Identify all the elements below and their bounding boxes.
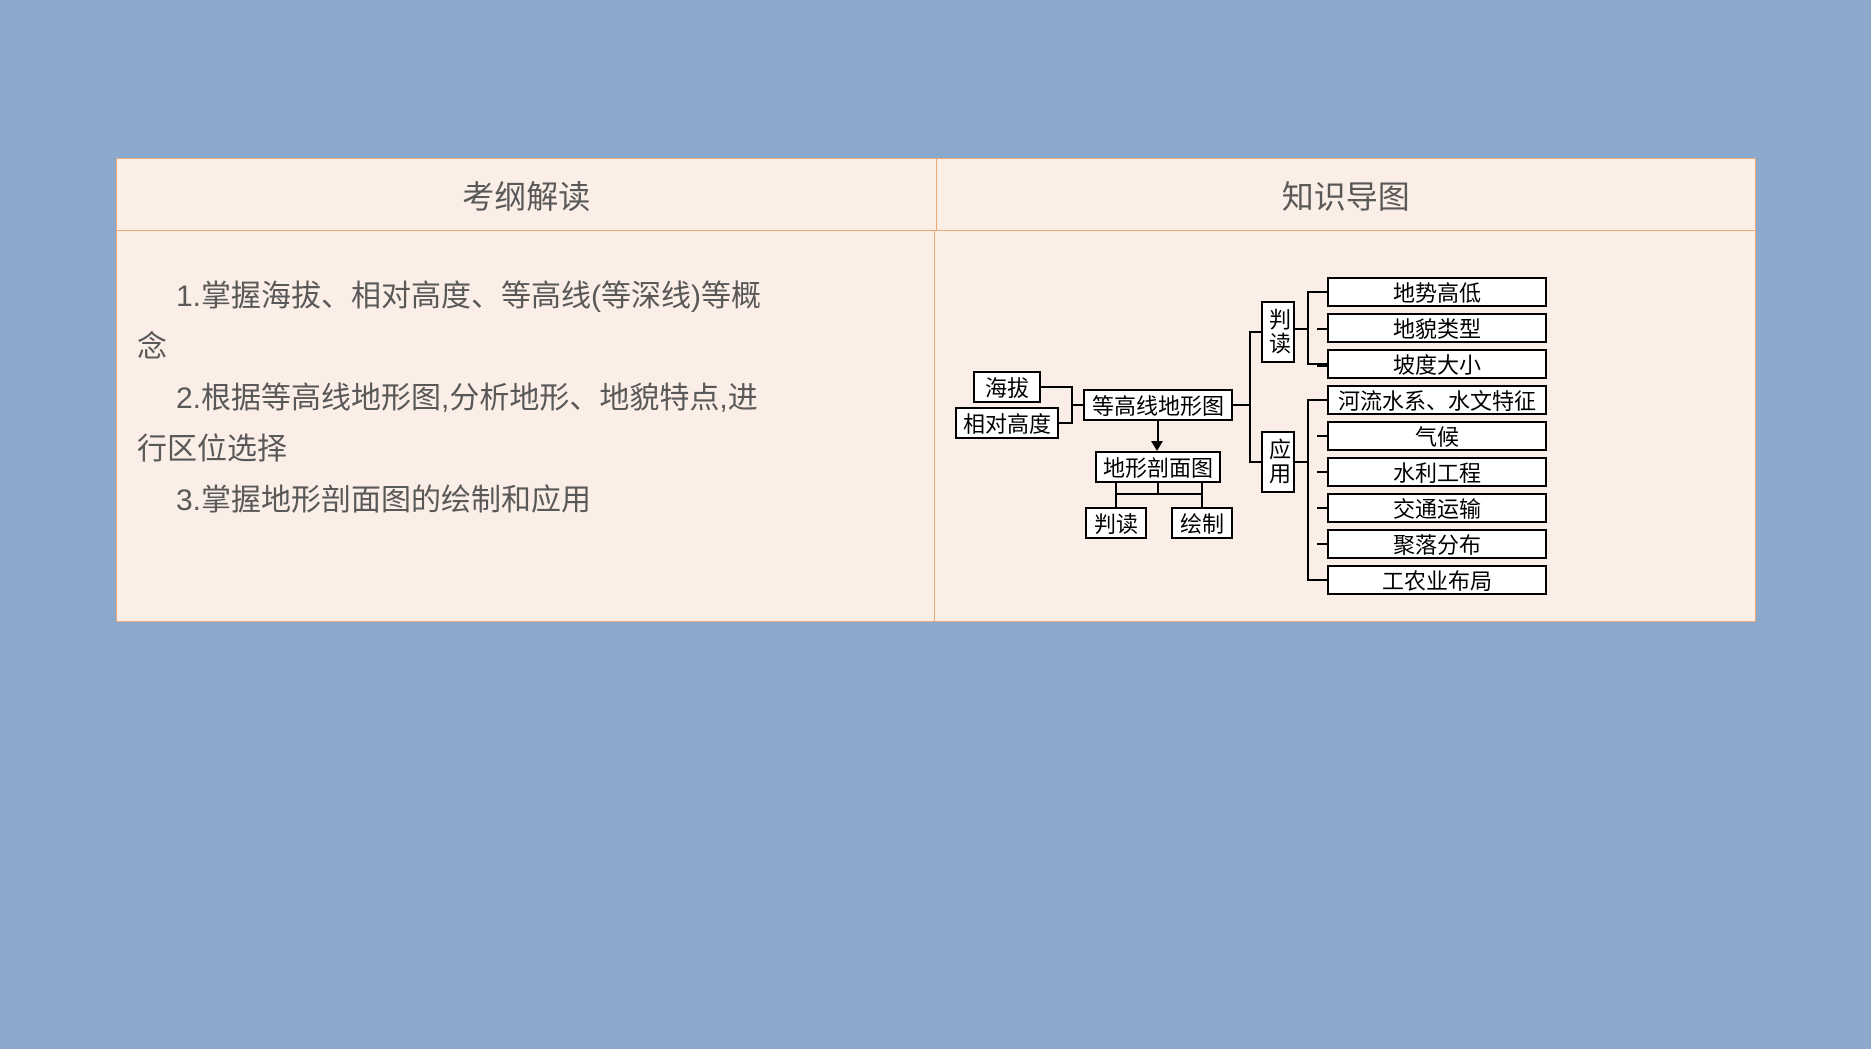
node-gongnong: 工农业布局 bbox=[1327, 565, 1547, 595]
connector bbox=[1071, 404, 1083, 406]
connector bbox=[1059, 422, 1071, 424]
connector bbox=[1317, 291, 1327, 293]
node-yingyong: 应用 bbox=[1261, 431, 1295, 493]
connector bbox=[1317, 471, 1327, 473]
outline-line-2b: 行区位选择 bbox=[137, 424, 914, 475]
connector bbox=[1295, 461, 1307, 463]
bracket bbox=[1307, 399, 1327, 581]
connector bbox=[1317, 435, 1327, 437]
outline-line-2a: 2.根据等高线地形图,分析地形、地貌特点,进 bbox=[137, 373, 914, 424]
connector bbox=[1317, 399, 1327, 401]
outline-cell: 1.掌握海拔、相对高度、等高线(等深线)等概 念 2.根据等高线地形图,分析地形… bbox=[117, 231, 935, 621]
node-denggaoxian: 等高线地形图 bbox=[1083, 389, 1233, 421]
outline-text: 1.掌握海拔、相对高度、等高线(等深线)等概 念 2.根据等高线地形图,分析地形… bbox=[137, 271, 914, 526]
node-dixing: 地形剖面图 bbox=[1095, 451, 1221, 483]
connector bbox=[1295, 328, 1307, 330]
node-shuili: 水利工程 bbox=[1327, 457, 1547, 487]
connector bbox=[1317, 543, 1327, 545]
node-podu: 坡度大小 bbox=[1327, 349, 1547, 379]
node-jiaotong: 交通运输 bbox=[1327, 493, 1547, 523]
connector bbox=[1249, 331, 1261, 333]
outline-line-3: 3.掌握地形剖面图的绘制和应用 bbox=[137, 475, 914, 526]
connector bbox=[1115, 483, 1117, 507]
node-dimao: 地貌类型 bbox=[1327, 313, 1547, 343]
connector bbox=[1115, 493, 1203, 495]
node-pandu2: 判读 bbox=[1261, 301, 1295, 363]
header-row: 考纲解读 知识导图 bbox=[117, 159, 1755, 231]
node-dishi: 地势高低 bbox=[1327, 277, 1547, 307]
connector bbox=[1201, 483, 1203, 507]
connector bbox=[1041, 386, 1071, 388]
connector bbox=[1157, 421, 1159, 443]
node-xiangdui: 相对高度 bbox=[955, 407, 1059, 439]
header-left: 考纲解读 bbox=[117, 159, 937, 231]
node-qihou: 气候 bbox=[1327, 421, 1547, 451]
connector bbox=[1317, 507, 1327, 509]
knowledge-diagram: 海拔相对高度等高线地形图地形剖面图判读绘制判读应用地势高低地貌类型坡度大小河流水… bbox=[955, 271, 1735, 581]
connector bbox=[1157, 483, 1159, 493]
diagram-cell: 海拔相对高度等高线地形图地形剖面图判读绘制判读应用地势高低地貌类型坡度大小河流水… bbox=[935, 231, 1755, 621]
node-haiba: 海拔 bbox=[973, 371, 1041, 403]
outline-line-1a: 1.掌握海拔、相对高度、等高线(等深线)等概 bbox=[137, 271, 914, 322]
node-juluo: 聚落分布 bbox=[1327, 529, 1547, 559]
connector bbox=[1249, 461, 1261, 463]
connector bbox=[1233, 404, 1249, 406]
arrow-icon bbox=[1151, 441, 1163, 451]
connector bbox=[1317, 365, 1327, 367]
outline-line-1b: 念 bbox=[137, 322, 914, 373]
node-heliu: 河流水系、水文特征 bbox=[1327, 385, 1547, 415]
content-panel: 考纲解读 知识导图 1.掌握海拔、相对高度、等高线(等深线)等概 念 2.根据等… bbox=[116, 158, 1756, 622]
connector bbox=[1249, 331, 1251, 463]
body-row: 1.掌握海拔、相对高度、等高线(等深线)等概 念 2.根据等高线地形图,分析地形… bbox=[117, 231, 1755, 621]
connector bbox=[1317, 579, 1327, 581]
node-pandu1: 判读 bbox=[1085, 507, 1147, 539]
header-right: 知识导图 bbox=[937, 159, 1756, 231]
node-huizhi: 绘制 bbox=[1171, 507, 1233, 539]
connector bbox=[1317, 328, 1327, 330]
